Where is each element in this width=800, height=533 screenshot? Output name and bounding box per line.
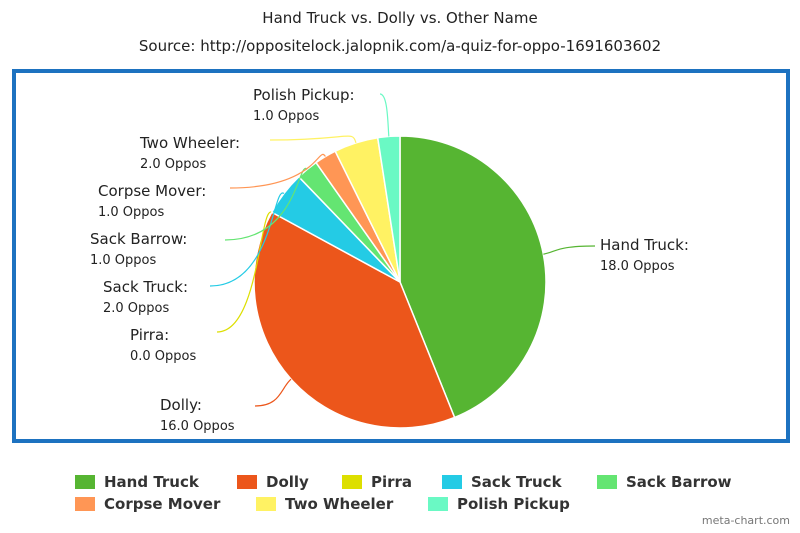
slice-value-polish-pickup: 1.0 Oppos: [253, 109, 319, 124]
legend-label-corpse-mover: Corpse Mover: [104, 495, 221, 513]
legend-label-polish-pickup: Polish Pickup: [457, 495, 570, 513]
slice-label-polish-pickup: Polish Pickup:: [253, 86, 355, 104]
legend-item-hand-truck[interactable]: Hand Truck: [75, 472, 199, 492]
legend-label-hand-truck: Hand Truck: [104, 473, 199, 491]
label-connector-dolly: [254, 378, 292, 407]
slice-value-sack-barrow: 1.0 Oppos: [90, 253, 156, 268]
legend-item-sack-truck[interactable]: Sack Truck: [442, 472, 562, 492]
slice-value-two-wheeler: 2.0 Oppos: [140, 157, 206, 172]
chart-title: Hand Truck vs. Dolly vs. Other Name: [262, 9, 538, 27]
legend-label-sack-truck: Sack Truck: [471, 473, 562, 491]
legend-item-corpse-mover[interactable]: Corpse Mover: [75, 494, 220, 514]
slice-value-hand-truck: 18.0 Oppos: [600, 259, 675, 274]
legend-label-pirra: Pirra: [371, 473, 413, 491]
label-connector-polish-pickup: [379, 93, 390, 137]
legend-swatch-dolly: [237, 475, 257, 489]
label-connector-pirra: [216, 211, 273, 333]
legend-label-sack-barrow: Sack Barrow: [626, 473, 732, 491]
legend-item-sack-barrow[interactable]: Sack Barrow: [597, 472, 732, 492]
legend-swatch-hand-truck: [75, 475, 95, 489]
legend-item-two-wheeler[interactable]: Two Wheeler: [256, 494, 393, 514]
slice-value-sack-truck: 2.0 Oppos: [103, 301, 169, 316]
legend-swatch-two-wheeler: [256, 497, 276, 511]
chart-subtitle: Source: http://oppositelock.jalopnik.com…: [138, 37, 662, 55]
slice-label-dolly: Dolly:: [160, 396, 202, 414]
legend-swatch-pirra: [342, 475, 362, 489]
legend: Hand Truck Dolly Pirra Sack Truck Sack Barro…: [0, 472, 800, 522]
slice-label-hand-truck: Hand Truck:: [600, 236, 689, 254]
legend-swatch-polish-pickup: [428, 497, 448, 511]
slice-label-corpse-mover: Corpse Mover:: [98, 182, 206, 200]
slice-label-sack-truck: Sack Truck:: [103, 278, 188, 296]
legend-item-pirra[interactable]: Pirra: [342, 472, 412, 492]
slice-label-pirra: Pirra:: [130, 326, 169, 344]
label-connector-corpse-mover: [229, 153, 326, 189]
label-connector-sack-barrow: [224, 167, 308, 241]
slice-value-pirra: 0.0 Oppos: [130, 349, 196, 364]
slice-value-dolly: 16.0 Oppos: [160, 419, 235, 434]
credit-text: meta-chart.com: [701, 514, 790, 527]
pie-slice-dolly: [253, 211, 456, 429]
label-connector-sack-truck: [209, 192, 285, 287]
slice-value-corpse-mover: 1.0 Oppos: [98, 205, 164, 220]
legend-item-dolly[interactable]: Dolly: [237, 472, 309, 492]
label-connector-two-wheeler: [269, 135, 357, 143]
pie-slice-hand-truck: [399, 135, 547, 419]
legend-swatch-sack-barrow: [597, 475, 617, 489]
label-connector-hand-truck: [543, 245, 596, 255]
legend-label-two-wheeler: Two Wheeler: [285, 495, 394, 513]
legend-swatch-corpse-mover: [75, 497, 95, 511]
chart-frame: [12, 69, 790, 443]
legend-item-polish-pickup[interactable]: Polish Pickup: [428, 494, 570, 514]
slice-label-sack-barrow: Sack Barrow:: [90, 230, 187, 248]
legend-label-dolly: Dolly: [266, 473, 309, 491]
legend-swatch-sack-truck: [442, 475, 462, 489]
slice-label-two-wheeler: Two Wheeler:: [139, 134, 240, 152]
